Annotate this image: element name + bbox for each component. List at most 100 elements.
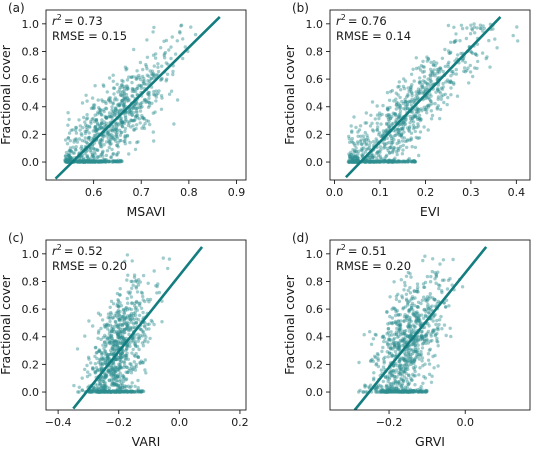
scatter-point <box>363 150 368 154</box>
scatter-point <box>367 146 371 150</box>
scatter-point <box>80 388 85 393</box>
scatter-point <box>66 152 71 157</box>
scatter-point <box>132 89 136 94</box>
scatter-point <box>429 60 433 64</box>
scatter-point <box>98 357 102 362</box>
scatter-point <box>119 123 124 127</box>
scatter-point <box>165 77 169 82</box>
scatter-point <box>133 89 138 94</box>
scatter-point <box>431 63 436 67</box>
scatter-point <box>101 154 105 158</box>
scatter-point <box>121 308 126 312</box>
scatter-point <box>394 379 398 384</box>
scatter-point <box>93 159 97 164</box>
scatter-point <box>415 288 420 292</box>
scatter-point <box>115 304 119 308</box>
scatter-point <box>408 138 412 142</box>
scatter-point <box>66 157 70 161</box>
scatter-point <box>85 99 89 103</box>
scatter-point <box>116 340 121 344</box>
scatter-point <box>387 345 391 349</box>
scatter-point <box>395 332 399 336</box>
scatter-point <box>430 70 434 74</box>
scatter-point <box>353 155 358 159</box>
rmse-text: RMSE = 0.15 <box>52 29 127 43</box>
scatter-point <box>101 375 105 379</box>
scatter-point <box>92 390 96 394</box>
scatter-point <box>111 375 115 379</box>
scatter-point <box>427 324 431 328</box>
scatter-point <box>413 374 417 378</box>
scatter-point <box>145 92 150 96</box>
scatter-point <box>83 136 88 140</box>
scatter-point <box>133 341 138 345</box>
scatter-point <box>193 32 198 37</box>
scatter-point <box>352 159 357 163</box>
scatter-point <box>122 317 127 321</box>
x-tick-label: −0.2 <box>105 416 132 429</box>
scatter-point <box>143 97 147 102</box>
scatter-point <box>412 159 416 163</box>
scatter-point <box>92 120 97 124</box>
scatter-point <box>353 160 358 164</box>
scatter-point <box>386 113 390 117</box>
scatter-point <box>124 377 129 381</box>
scatter-point <box>420 334 424 339</box>
scatter-point <box>347 157 352 161</box>
scatter-point <box>412 328 416 332</box>
scatter-point <box>178 30 182 34</box>
scatter-point <box>366 159 370 163</box>
scatter-point <box>432 72 437 76</box>
scatter-point <box>120 98 125 103</box>
scatter-point <box>114 347 118 351</box>
scatter-point <box>411 120 416 124</box>
scatter-point <box>101 357 105 361</box>
scatter-point <box>122 360 126 364</box>
scatter-point <box>117 386 122 390</box>
scatter-point <box>402 390 406 394</box>
scatter-point <box>389 390 393 394</box>
scatter-point <box>392 137 396 142</box>
scatter-point <box>408 114 413 119</box>
scatter-point <box>430 338 434 343</box>
scatter-point <box>115 342 119 346</box>
scatter-point <box>112 343 117 348</box>
scatter-point <box>366 160 371 164</box>
scatter-point <box>425 108 429 112</box>
scatter-point <box>93 159 98 164</box>
scatter-point <box>122 338 126 342</box>
scatter-point <box>119 335 123 340</box>
scatter-point <box>91 367 95 371</box>
scatter-point <box>398 106 403 110</box>
scatter-point <box>151 53 156 57</box>
scatter-point <box>402 86 407 91</box>
scatter-point <box>403 122 407 127</box>
scatter-point <box>122 328 127 332</box>
scatter-point <box>114 311 118 315</box>
scatter-point <box>416 390 421 394</box>
scatter-point <box>395 160 399 164</box>
scatter-point <box>163 50 168 55</box>
scatter-point <box>376 153 381 157</box>
scatter-point <box>114 106 118 111</box>
scatter-point <box>392 344 397 349</box>
scatter-point <box>354 158 359 163</box>
scatter-point <box>349 160 353 164</box>
scatter-point <box>412 159 417 163</box>
scatter-point <box>125 78 130 82</box>
scatter-point <box>101 379 106 384</box>
scatter-point <box>389 330 393 334</box>
scatter-point <box>87 135 92 140</box>
scatter-point <box>454 32 458 36</box>
scatter-point <box>103 388 107 393</box>
scatter-point <box>430 304 434 308</box>
scatter-point <box>418 116 422 121</box>
scatter-point <box>431 329 435 333</box>
scatter-point <box>418 321 423 325</box>
scatter-point <box>384 390 388 394</box>
scatter-point <box>114 159 119 163</box>
scatter-point <box>94 389 99 393</box>
scatter-point <box>141 79 145 84</box>
scatter-point <box>130 94 134 98</box>
